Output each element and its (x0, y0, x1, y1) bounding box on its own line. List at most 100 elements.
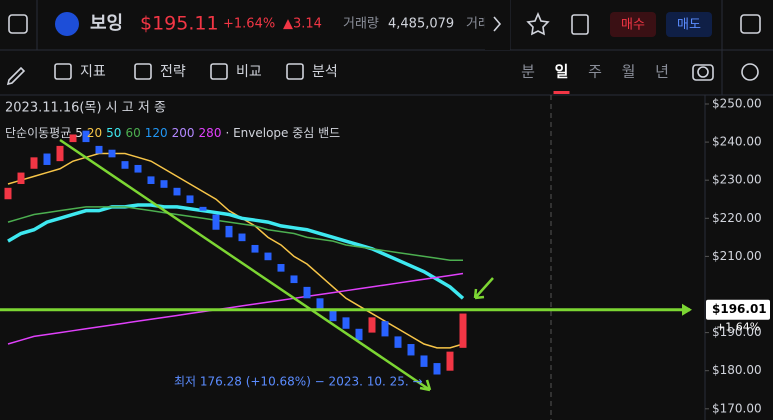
symbol: 보잉 (90, 13, 123, 34)
draw-icon[interactable] (6, 66, 26, 86)
candle (56, 145, 64, 162)
y-tick-label: $190.00 (712, 325, 762, 339)
tool-label[interactable]: 분석 (312, 64, 338, 80)
ma-line (7, 203, 465, 300)
settings-icon[interactable] (741, 63, 759, 81)
candle (30, 157, 38, 169)
candle (4, 187, 12, 200)
tool-label[interactable]: 전략 (160, 64, 186, 80)
candle (43, 153, 51, 165)
tool-icon[interactable] (210, 63, 228, 80)
legend-entry: 5 (75, 126, 83, 140)
legend-entry: 60 (125, 126, 140, 140)
tool-label[interactable]: 비교 (236, 64, 262, 80)
candle (420, 355, 428, 367)
change-pct: +1.64% (223, 17, 275, 32)
y-tick-label: $240.00 (712, 135, 762, 149)
candle (147, 176, 155, 185)
star-icon[interactable] (526, 11, 550, 36)
y-tick-label: $220.00 (712, 211, 762, 225)
fade (485, 0, 510, 50)
candle (277, 264, 285, 272)
truncated: 거래 (466, 17, 490, 32)
legend-entry: 120 (145, 126, 168, 140)
volume-label: 거래량 (343, 17, 379, 32)
trend-line (59, 138, 431, 392)
trend-arrow (419, 379, 432, 392)
indicator-name: 단순이동평균 (5, 126, 71, 140)
legend-entry: 50 (106, 126, 121, 140)
candle (238, 233, 246, 242)
y-tick-label: $170.00 (712, 401, 762, 415)
pointer-arrow (473, 277, 494, 300)
change-abs: ▲3.14 (283, 17, 322, 32)
legend-entry: 200 (172, 126, 195, 140)
candle (303, 286, 311, 299)
tool-icon[interactable] (54, 63, 72, 80)
last-price-arrow (682, 303, 692, 316)
candle (368, 317, 376, 333)
candle (433, 363, 441, 375)
note-icon[interactable] (571, 14, 589, 35)
candle (199, 206, 207, 211)
candle (160, 180, 168, 188)
candle (316, 298, 324, 310)
period[interactable]: 일 (555, 63, 569, 81)
candle (264, 252, 272, 261)
y-tick-label: $180.00 (712, 363, 762, 377)
ma-line (7, 272, 464, 345)
legend-entry: 280 (199, 126, 222, 140)
tool-label[interactable]: 지표 (80, 64, 106, 80)
panel-icon[interactable] (740, 14, 761, 34)
low-annotation: 최저 176.28 (+10.68%) − 2023. 10. 25. → (174, 375, 423, 389)
candle (407, 344, 415, 356)
scroll-arrow[interactable] (493, 16, 502, 32)
price: $195.11 (140, 13, 219, 35)
ma-line (7, 206, 463, 261)
y-tick-label: $250.00 (712, 96, 762, 110)
candle (82, 130, 90, 143)
candle (173, 187, 181, 196)
logo (55, 12, 79, 36)
candle (186, 195, 194, 204)
y-tick-label: $230.00 (712, 173, 762, 187)
candle (381, 321, 389, 337)
overlay-legend: · Envelope 중심 밴드 (225, 126, 340, 140)
candle (212, 214, 220, 230)
sell-button[interactable] (666, 12, 712, 37)
candle (394, 336, 402, 348)
candle (251, 244, 259, 253)
buy-button[interactable] (610, 12, 656, 37)
sell-label[interactable]: 매도 (677, 18, 701, 33)
candle (95, 145, 103, 154)
legend-entry: 20 (87, 126, 102, 140)
period[interactable]: 년 (655, 63, 669, 81)
candle (355, 328, 363, 341)
candle (459, 313, 467, 348)
candle (121, 161, 129, 169)
sidebar-icon[interactable] (8, 14, 28, 34)
tool-icon[interactable] (286, 63, 304, 80)
candle (134, 164, 142, 173)
camera-icon[interactable] (697, 66, 709, 78)
y-tick-label: $210.00 (712, 249, 762, 263)
period[interactable]: 주 (588, 63, 602, 81)
volume: 4,485,079 (388, 17, 454, 32)
period[interactable]: 월 (622, 63, 636, 81)
price-tag-change: +1.64% (716, 321, 760, 334)
buy-label[interactable]: 매수 (621, 18, 645, 33)
candle (342, 317, 350, 329)
period[interactable]: 분 (521, 63, 535, 81)
price-tag (706, 299, 770, 320)
candle (329, 309, 337, 322)
candle (446, 351, 454, 371)
candle (225, 225, 233, 238)
camera-body[interactable] (692, 64, 714, 81)
candle (69, 134, 77, 143)
tool-icon[interactable] (134, 63, 152, 80)
candle (290, 275, 298, 284)
info-line: 2023.11.16(목) 시 고 저 종 (5, 101, 166, 116)
period-underline (553, 91, 570, 94)
